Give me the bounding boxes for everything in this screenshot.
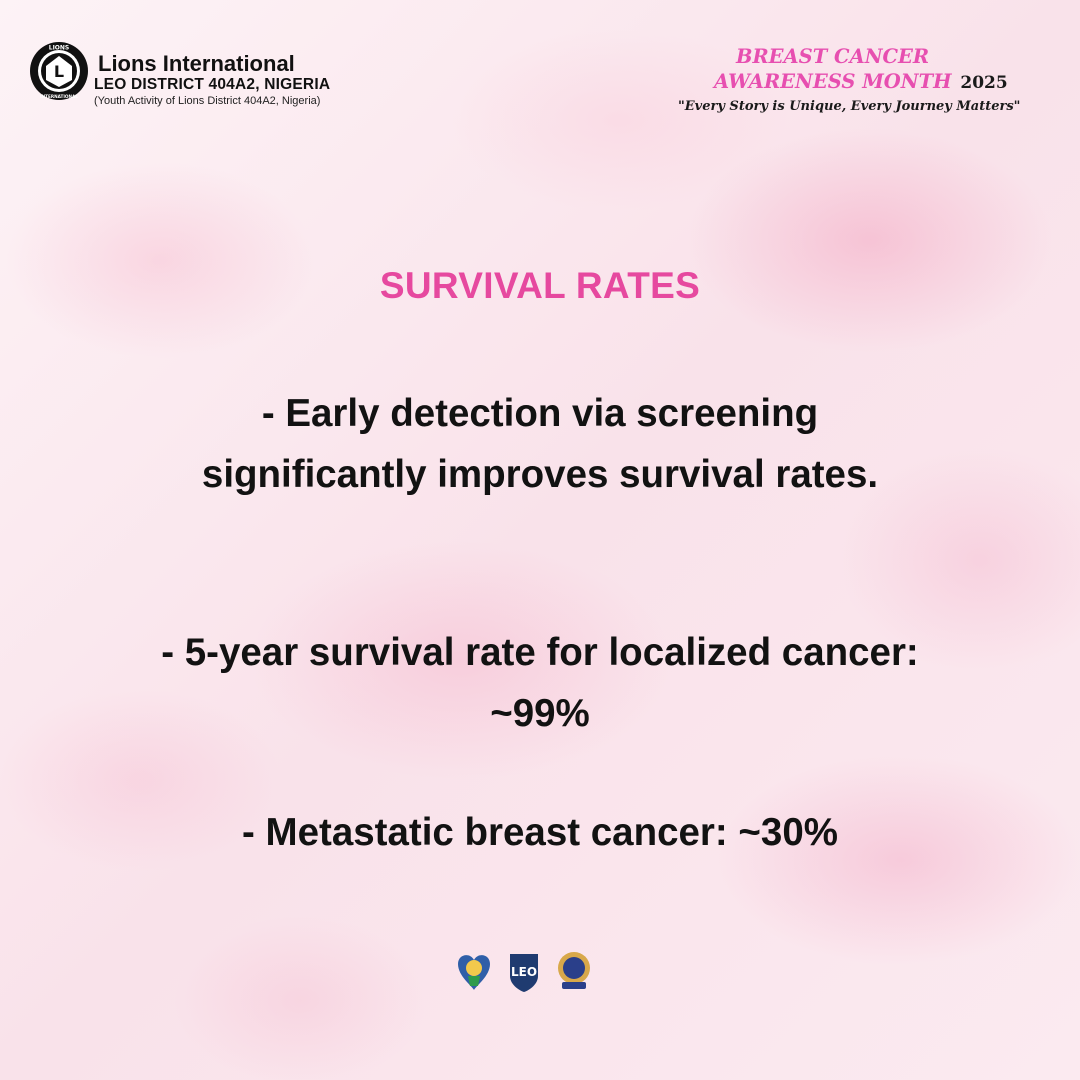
campaign-title-line2: AWARENESS MONTH 2025 (714, 70, 1008, 93)
org-name: Lions International (98, 51, 295, 76)
campaign-tagline: "Every Story is Unique, Every Journey Ma… (678, 99, 1021, 114)
leo-logo-icon: LEO (510, 954, 538, 992)
campaign-year: 2025 (960, 73, 1008, 93)
footer-logos: LEO (454, 946, 594, 994)
point-metastatic-survival: - Metastatic breast cancer: ~30% (242, 811, 838, 854)
point-early-detection: - Early detection via screening signific… (201, 392, 879, 496)
svg-text:LIONS: LIONS (49, 45, 70, 52)
campaign-header: BREAST CANCER AWARENESS MONTH 2025 "Ever… (672, 44, 1052, 114)
lions-international-logo-icon: L LIONS INTERNATIONAL (30, 42, 88, 100)
district-logo-icon (458, 955, 490, 990)
lions-club-emblem-icon (558, 952, 590, 989)
campaign-title-line1: BREAST CANCER (736, 45, 930, 68)
point-localized-survival: - 5-year survival rate for localized can… (161, 631, 919, 735)
lions-header: L LIONS INTERNATIONAL Lions Internationa… (28, 40, 330, 108)
svg-text:L: L (54, 62, 64, 81)
svg-text:INTERNATIONAL: INTERNATIONAL (40, 94, 78, 99)
district-name: LEO DISTRICT 404A2, NIGERIA (94, 76, 331, 93)
svg-text:LEO: LEO (511, 965, 537, 979)
section-title: SURVIVAL RATES (379, 265, 701, 306)
youth-activity-note: (Youth Activity of Lions District 404A2,… (94, 95, 321, 107)
